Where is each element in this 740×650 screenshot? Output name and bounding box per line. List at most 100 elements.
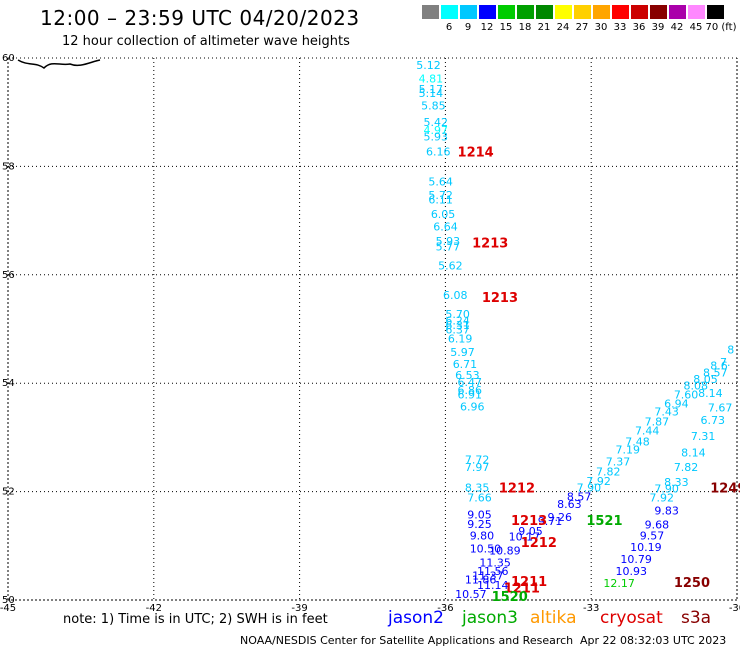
plot-frame: [7, 57, 738, 601]
wave-height-label: 7.82: [674, 461, 699, 474]
wave-height-label: 5.85: [421, 99, 446, 112]
wave-height-label: 9.83: [654, 504, 679, 517]
wave-height-label: 5.97: [450, 346, 475, 359]
scale-swatch: [612, 5, 629, 19]
wave-height-label: 8.6: [710, 360, 728, 373]
scale-swatch: [574, 5, 591, 19]
wave-height-label: 9.05: [467, 509, 492, 522]
wave-height-label: 10.17: [509, 530, 540, 543]
x-tick-label: -45: [0, 603, 16, 614]
legend-jason2: jason2: [388, 608, 444, 628]
track-time-label: 1249: [710, 482, 740, 497]
chart-title: 12:00 – 23:59 UTC 04/20/2023: [40, 6, 360, 30]
wave-height-label: 8.57: [703, 367, 728, 380]
footer-timestamp: Apr 22 08:32:03 UTC 2023: [580, 634, 727, 647]
wave-height-label: 5.62: [438, 259, 463, 272]
wave-height-label: 7.72: [465, 453, 490, 466]
scale-label: 70 (ft): [705, 22, 737, 33]
wave-height-label: 9.25: [467, 518, 492, 531]
wave-height-label: 8.14: [698, 387, 723, 400]
wave-height-label: 6.96: [460, 400, 485, 413]
legend-altika: altika: [530, 608, 577, 628]
wave-height-label: 9.68: [645, 518, 670, 531]
wave-height-label: 9.80: [470, 529, 495, 542]
scale-swatch: [517, 5, 534, 19]
wave-height-label: 7.19: [616, 444, 641, 457]
y-tick-label: 50: [2, 595, 15, 606]
track-time-label: 1211: [504, 581, 540, 596]
wave-height-label: 4.97: [424, 124, 449, 137]
scale-swatch: [479, 5, 496, 19]
wave-height-label: 10.89: [489, 544, 521, 557]
wave-height-label: 6.71: [453, 358, 478, 371]
legend-cryosat: cryosat: [600, 608, 663, 628]
footer-note: note: 1) Time is in UTC; 2) SWH is in fe…: [63, 612, 328, 627]
wave-height-label: 8.08: [684, 380, 709, 393]
wave-height-label: 6.64: [433, 220, 458, 233]
wave-height-label: 4.81: [419, 72, 444, 85]
wave-height-label: 6.94: [664, 398, 689, 411]
y-tick-label: 52: [2, 487, 15, 498]
track-time-label: 1521: [586, 514, 622, 529]
wave-height-label: 7.92: [650, 491, 675, 504]
wave-height-label: 9.05: [518, 525, 543, 538]
scale-label: 18: [518, 22, 532, 33]
legend-jason3: jason3: [462, 608, 518, 628]
scale-label: 42: [670, 22, 684, 33]
scale-swatch: [422, 5, 439, 19]
wave-height-label: 12.17: [603, 577, 635, 590]
wave-height-label: 7.31: [691, 430, 716, 443]
scale-swatch: [688, 5, 705, 19]
track-time-label: 1520: [492, 590, 528, 605]
scale-label: 27: [575, 22, 589, 33]
wave-height-label: 6.19: [448, 333, 473, 346]
wave-height-label: 10.79: [620, 553, 652, 566]
wave-height-label: 7.48: [625, 436, 650, 449]
y-tick-label: 58: [2, 161, 15, 172]
wave-height-label: 10.57: [455, 588, 487, 601]
wave-height-label: 7.37: [606, 456, 631, 469]
scale-label: 12: [480, 22, 494, 33]
wave-height-label: 5.72: [428, 189, 453, 202]
scale-swatch: [555, 5, 572, 19]
scale-label: 6: [445, 22, 453, 33]
wave-height-label: 5.77: [436, 240, 461, 253]
wave-height-label: 5.17: [419, 83, 444, 96]
scale-swatch: [536, 5, 553, 19]
wave-height-label: 5.64: [428, 175, 453, 188]
y-tick-label: 56: [2, 270, 15, 281]
chart-subtitle: 12 hour collection of altimeter wave hei…: [62, 34, 350, 49]
wave-height-label: 8.33: [664, 476, 689, 489]
scale-swatch: [669, 5, 686, 19]
wave-height-label: 11.86: [465, 574, 497, 587]
scale-swatch: [707, 5, 724, 19]
wave-height-label: 7.66: [467, 491, 492, 504]
wave-height-label: 6.53: [455, 369, 480, 382]
wave-height-label: 9.71: [538, 515, 563, 528]
wave-height-label: 8.05: [693, 373, 718, 386]
x-tick-label: -42: [146, 603, 162, 614]
wave-height-label: 7.44: [635, 425, 660, 438]
track-time-label: 1213: [511, 514, 547, 529]
scale-label: 33: [613, 22, 627, 33]
scale-label: 15: [499, 22, 513, 33]
scale-swatch: [498, 5, 515, 19]
track-time-label: 1212: [521, 536, 557, 551]
wave-height-label: 6.37: [445, 323, 470, 336]
wave-height-label: 6.47: [458, 376, 483, 389]
wave-height-label: 11.56: [477, 565, 509, 578]
x-tick-label: -30: [729, 603, 740, 614]
wave-height-label: 5.14: [419, 87, 444, 100]
scale-label: 39: [651, 22, 665, 33]
wave-height-label: 8.63: [557, 498, 582, 511]
track-time-label: 1211: [511, 575, 547, 590]
y-tick-label: 54: [2, 378, 15, 389]
wave-height-label: 9.26: [547, 511, 572, 524]
track-time-label: 1212: [499, 482, 535, 497]
wave-height-label: 6.91: [458, 388, 483, 401]
wave-height-label: 8.35: [465, 482, 490, 495]
scale-swatch: [441, 5, 458, 19]
wave-height-label: 9.57: [640, 529, 665, 542]
track-time-label: 1214: [458, 146, 494, 161]
wave-height-label: 7.: [720, 356, 731, 369]
